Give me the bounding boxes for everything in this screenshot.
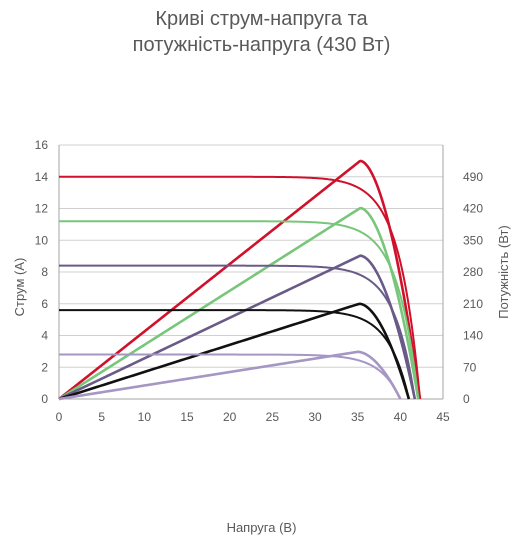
y-left-tick-label: 10 [35, 233, 49, 247]
x-tick-label: 25 [266, 410, 280, 424]
x-axis-label: Напруга (В) [226, 520, 297, 535]
y-right-tick-label: 0 [463, 392, 470, 406]
y-axis-left-label: Струм (A) [12, 258, 27, 317]
power-curve-2 [58, 206, 420, 401]
y-left-tick-label: 6 [41, 297, 48, 311]
x-tick-label: 0 [56, 410, 63, 424]
y-left-tick-label: 2 [41, 360, 48, 374]
x-tick-label: 5 [98, 410, 105, 424]
power-curve-3 [58, 254, 417, 401]
x-tick-label: 35 [351, 410, 365, 424]
y-right-tick-label: 490 [463, 170, 483, 184]
y-axis-right-label: Потужність (Вт) [496, 225, 511, 319]
current-curve-4 [59, 309, 410, 400]
y-right-tick-label: 70 [463, 360, 477, 374]
x-tick-label: 30 [308, 410, 322, 424]
y-left-tick-label: 4 [41, 329, 48, 343]
current-curve-5 [59, 353, 402, 400]
x-tick-label: 45 [436, 410, 450, 424]
y-left-tick-label: 8 [41, 265, 48, 279]
y-right-tick-label: 210 [463, 297, 483, 311]
axes [58, 145, 444, 400]
series-curves [58, 159, 422, 401]
power-curve-1 [58, 159, 422, 401]
chart-title-line-1: Криві струм-напруга та [155, 8, 368, 30]
y-right-tick-label: 280 [463, 265, 483, 279]
y-left-tick-label: 14 [35, 170, 49, 184]
x-tick-label: 15 [180, 410, 194, 424]
y-left-tick-label: 16 [35, 138, 49, 152]
power-curve-5 [58, 350, 402, 401]
y-right-tick-label: 420 [463, 202, 483, 216]
x-tick-label: 10 [138, 410, 152, 424]
tick-labels: 0 2 4 6 8 10 12 14 16 0 70 140 210 280 350 420 490 0 5 10 15… [35, 138, 484, 424]
x-tick-label: 40 [394, 410, 408, 424]
power-curve-4 [58, 302, 411, 401]
y-left-tick-label: 12 [35, 202, 49, 216]
current-curve-2 [59, 220, 420, 400]
chart-title-line-2: потужність-напруга (430 Вт) [132, 34, 391, 56]
y-right-tick-label: 140 [463, 329, 483, 343]
current-curve-3 [59, 264, 416, 400]
current-curve-1 [59, 175, 421, 400]
x-tick-label: 20 [223, 410, 237, 424]
y-right-tick-label: 350 [463, 233, 483, 247]
y-left-tick-label: 0 [41, 392, 48, 406]
